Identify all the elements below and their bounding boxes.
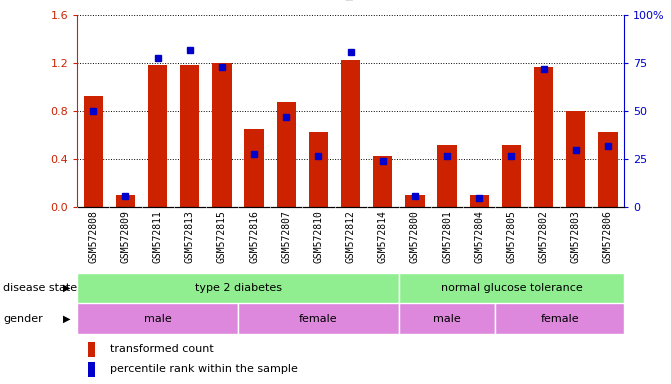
Text: GSM572805: GSM572805 (507, 210, 517, 263)
Bar (88, 362, 95, 376)
Text: male: male (144, 314, 172, 324)
Bar (77, 303, 238, 334)
Bar (534, 67, 554, 207)
Bar (180, 65, 199, 207)
Bar (470, 195, 489, 207)
Text: GSM572804: GSM572804 (474, 210, 484, 263)
Bar (502, 145, 521, 207)
Bar (244, 129, 264, 207)
Text: GSM572816: GSM572816 (249, 210, 259, 263)
Bar (238, 303, 399, 334)
Text: disease state: disease state (3, 283, 77, 293)
Text: percentile rank within the sample: percentile rank within the sample (110, 364, 298, 374)
Text: GSM572807: GSM572807 (281, 210, 291, 263)
Text: ▶: ▶ (63, 283, 70, 293)
Bar (566, 111, 585, 207)
Text: male: male (433, 314, 461, 324)
Bar (276, 102, 296, 207)
Bar (148, 65, 167, 207)
Bar (399, 273, 624, 303)
Bar (405, 195, 425, 207)
Text: female: female (540, 314, 579, 324)
Text: GSM572803: GSM572803 (571, 210, 581, 263)
Text: GSM572812: GSM572812 (346, 210, 356, 263)
Bar (88, 342, 95, 356)
Bar (84, 96, 103, 207)
Text: GSM572813: GSM572813 (185, 210, 195, 263)
Bar (341, 60, 360, 207)
Text: transformed count: transformed count (110, 344, 214, 354)
Text: normal glucose tolerance: normal glucose tolerance (441, 283, 582, 293)
Text: female: female (299, 314, 338, 324)
Text: GSM572810: GSM572810 (313, 210, 323, 263)
Text: ▶: ▶ (63, 314, 70, 324)
Bar (309, 132, 328, 207)
Text: type 2 diabetes: type 2 diabetes (195, 283, 282, 293)
Bar (373, 156, 393, 207)
Text: GSM572801: GSM572801 (442, 210, 452, 263)
Text: GSM572811: GSM572811 (152, 210, 162, 263)
Text: gender: gender (3, 314, 43, 324)
Text: GSM572806: GSM572806 (603, 210, 613, 263)
Text: GSM572808: GSM572808 (89, 210, 98, 263)
Bar (495, 303, 624, 334)
Text: GSM572814: GSM572814 (378, 210, 388, 263)
Bar (77, 273, 399, 303)
Text: GSM572802: GSM572802 (539, 210, 549, 263)
Bar (212, 63, 231, 207)
Bar (437, 145, 457, 207)
Bar (116, 195, 135, 207)
Text: GSM572800: GSM572800 (410, 210, 420, 263)
Bar (599, 132, 617, 207)
Text: GSM572809: GSM572809 (120, 210, 130, 263)
Text: GSM572815: GSM572815 (217, 210, 227, 263)
Bar (399, 303, 495, 334)
